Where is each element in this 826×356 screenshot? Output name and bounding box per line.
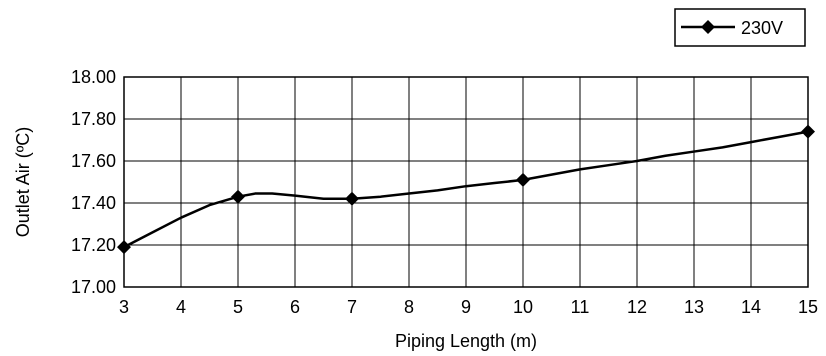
grid [123,76,809,288]
y-tick-labels: 17.00 17.20 17.40 17.60 17.80 18.00 [71,67,116,297]
data-point-marker [516,172,530,187]
y-tick-label: 18.00 [71,67,116,87]
x-tick-label: 8 [404,297,414,317]
x-tick-label: 4 [176,297,186,317]
x-tick-label: 10 [513,297,533,317]
y-tick-label: 17.00 [71,277,116,297]
x-tick-label: 13 [684,297,704,317]
series-markers [117,124,815,255]
x-tick-label: 7 [347,297,357,317]
x-tick-label: 15 [798,297,818,317]
data-point-marker [231,189,245,204]
x-tick-label: 12 [627,297,647,317]
legend: 230V [674,8,806,47]
x-axis-label: Piping Length (m) [395,331,537,351]
y-tick-label: 17.40 [71,193,116,213]
legend-diamond-marker [701,20,715,34]
y-tick-label: 17.80 [71,109,116,129]
data-point-marker [345,191,359,206]
x-tick-label: 14 [741,297,761,317]
x-tick-label: 5 [233,297,243,317]
plot-frame [123,76,809,288]
y-axis-label: Outlet Air (ºC) [13,127,33,238]
x-tick-label: 6 [290,297,300,317]
data-point-marker [801,124,815,139]
y-tick-label: 17.60 [71,151,116,171]
legend-label-230v: 230V [741,18,783,38]
x-tick-label: 3 [119,297,129,317]
x-tick-labels: 3 4 5 6 7 8 9 10 11 12 13 14 15 [119,297,818,317]
y-tick-label: 17.20 [71,235,116,255]
x-tick-label: 11 [571,297,590,317]
x-tick-label: 9 [461,297,471,317]
data-point-marker [117,240,131,255]
